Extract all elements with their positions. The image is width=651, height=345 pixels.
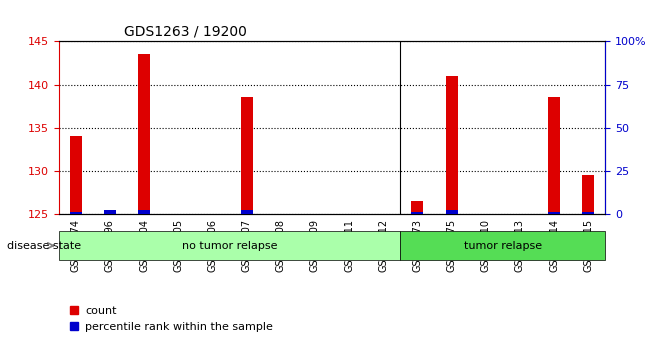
Bar <box>583 212 594 214</box>
Bar <box>446 210 458 214</box>
Bar <box>548 212 560 214</box>
Bar <box>241 210 253 214</box>
Bar <box>138 54 150 214</box>
Bar <box>70 136 81 214</box>
Bar <box>411 212 423 214</box>
Text: tumor relapse: tumor relapse <box>464 241 542 251</box>
Bar <box>70 212 81 214</box>
Bar <box>583 175 594 214</box>
Bar <box>138 210 150 214</box>
Text: no tumor relapse: no tumor relapse <box>182 241 277 251</box>
Bar <box>104 210 116 214</box>
Bar <box>241 97 253 214</box>
Text: disease state: disease state <box>7 241 81 250</box>
Legend: count, percentile rank within the sample: count, percentile rank within the sample <box>64 302 277 336</box>
Bar <box>446 76 458 214</box>
Text: GDS1263 / 19200: GDS1263 / 19200 <box>124 25 247 39</box>
Bar <box>548 97 560 214</box>
Bar <box>411 201 423 214</box>
